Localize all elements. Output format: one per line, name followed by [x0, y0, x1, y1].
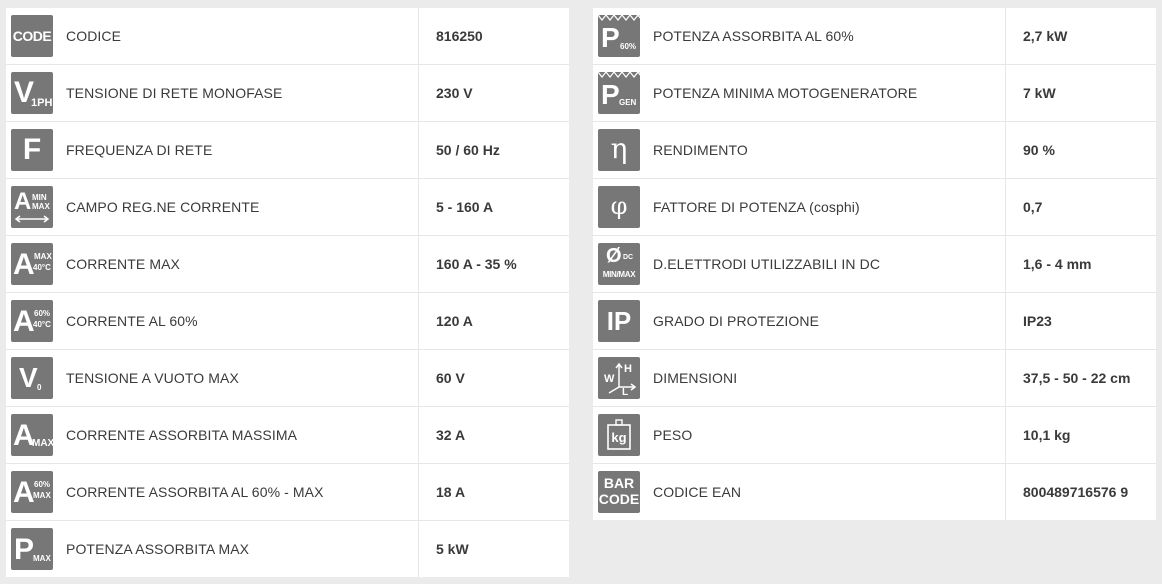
absorbed-current-max-icon: A MAX: [11, 414, 53, 456]
spec-label: CODICE EAN: [645, 464, 1006, 520]
spec-value: 37,5 - 50 - 22 cm: [1023, 370, 1131, 386]
spec-label: DIMENSIONI: [645, 350, 1006, 406]
spec-row: H W L DIMENSIONI 37,5 - 50 - 22 cm: [593, 350, 1156, 407]
spec-value: 120 A: [436, 313, 473, 329]
absorbed-power-60-icon: P 60%: [598, 15, 640, 57]
spec-label: PESO: [645, 407, 1006, 463]
weight-icon: kg: [598, 414, 640, 456]
spec-label: D.ELETTRODI UTILIZZABILI IN DC: [645, 236, 1006, 292]
open-circuit-voltage-icon: V 0: [11, 357, 53, 399]
efficiency-eta-icon: η: [598, 129, 640, 171]
frequency-icon: F: [11, 129, 53, 171]
spec-table-right: P 60% POTENZA ASSORBITA AL 60% 2,7 kW P …: [593, 8, 1156, 520]
spec-label: CORRENTE AL 60%: [58, 293, 419, 349]
spec-label: TENSIONE DI RETE MONOFASE: [58, 65, 419, 121]
spec-label: POTENZA ASSORBITA MAX: [58, 521, 419, 577]
spec-row: P 60% POTENZA ASSORBITA AL 60% 2,7 kW: [593, 8, 1156, 65]
spec-value: 7 kW: [1023, 85, 1056, 101]
spec-label: CAMPO REG.NE CORRENTE: [58, 179, 419, 235]
voltage-single-phase-icon: V 1PH: [11, 72, 53, 114]
spec-value: 230 V: [436, 85, 473, 101]
absorbed-current-60-max-icon: A 60% MAX: [11, 471, 53, 513]
spec-label: CODICE: [58, 8, 419, 64]
current-60-40c-icon: A 60% 40°C: [11, 300, 53, 342]
spec-row: P GEN POTENZA MINIMA MOTOGENERATORE 7 kW: [593, 65, 1156, 122]
spec-value: 90 %: [1023, 142, 1055, 158]
spec-value: 32 A: [436, 427, 466, 443]
spec-row: IP GRADO DI PROTEZIONE IP23: [593, 293, 1156, 350]
spec-row: φ FATTORE DI POTENZA (cosphi) 0,7: [593, 179, 1156, 236]
spec-row: P MAX POTENZA ASSORBITA MAX 5 kW: [6, 521, 569, 577]
spec-row: V 1PH TENSIONE DI RETE MONOFASE 230 V: [6, 65, 569, 122]
power-factor-phi-icon: φ: [598, 186, 640, 228]
spec-value: 160 A - 35 %: [436, 256, 517, 272]
spec-value: 800489716576 9: [1023, 484, 1129, 500]
spec-label: RENDIMENTO: [645, 122, 1006, 178]
barcode-icon: BAR CODE: [598, 471, 640, 513]
spec-row: kg PESO 10,1 kg: [593, 407, 1156, 464]
generator-power-icon: P GEN: [598, 72, 640, 114]
spec-row: BAR CODE CODICE EAN 800489716576 9: [593, 464, 1156, 520]
spec-value: 50 / 60 Hz: [436, 142, 500, 158]
spec-value: 18 A: [436, 484, 466, 500]
spec-row: V 0 TENSIONE A VUOTO MAX 60 V: [6, 350, 569, 407]
spec-label: FATTORE DI POTENZA (cosphi): [645, 179, 1006, 235]
spec-row: A MAX 40°C CORRENTE MAX 160 A - 35 %: [6, 236, 569, 293]
spec-value: 1,6 - 4 mm: [1023, 256, 1092, 272]
spec-value: 5 - 160 A: [436, 199, 494, 215]
current-range-icon: A MIN MAX: [11, 186, 53, 228]
spec-row: CODE CODICE 816250: [6, 8, 569, 65]
spec-value: 2,7 kW: [1023, 28, 1068, 44]
spec-value: 0,7: [1023, 199, 1043, 215]
dimensions-icon: H W L: [598, 357, 640, 399]
spec-value: IP23: [1023, 313, 1052, 329]
ip-protection-icon: IP: [598, 300, 640, 342]
spec-row: A 60% 40°C CORRENTE AL 60% 120 A: [6, 293, 569, 350]
spec-label: CORRENTE ASSORBITA MASSIMA: [58, 407, 419, 463]
current-max-40c-icon: A MAX 40°C: [11, 243, 53, 285]
spec-row: F FREQUENZA DI RETE 50 / 60 Hz: [6, 122, 569, 179]
spec-table-left: CODE CODICE 816250 V 1PH TENSIONE DI RET…: [6, 8, 569, 577]
electrode-diameter-icon: Ø DC MIN/MAX: [598, 243, 640, 285]
spec-row: Ø DC MIN/MAX D.ELETTRODI UTILIZZABILI IN…: [593, 236, 1156, 293]
spec-label: GRADO DI PROTEZIONE: [645, 293, 1006, 349]
spec-label: TENSIONE A VUOTO MAX: [58, 350, 419, 406]
spec-label: POTENZA ASSORBITA AL 60%: [645, 8, 1006, 64]
spec-row: A MAX CORRENTE ASSORBITA MASSIMA 32 A: [6, 407, 569, 464]
spec-value: 816250: [436, 28, 483, 44]
spec-label: CORRENTE ASSORBITA AL 60% - MAX: [58, 464, 419, 520]
code-icon: CODE: [11, 15, 53, 57]
spec-value: 10,1 kg: [1023, 427, 1071, 443]
spec-row: A 60% MAX CORRENTE ASSORBITA AL 60% - MA…: [6, 464, 569, 521]
spec-label: FREQUENZA DI RETE: [58, 122, 419, 178]
spec-row: η RENDIMENTO 90 %: [593, 122, 1156, 179]
spec-label: CORRENTE MAX: [58, 236, 419, 292]
spec-value: 5 kW: [436, 541, 469, 557]
absorbed-power-max-icon: P MAX: [11, 528, 53, 570]
spec-label: POTENZA MINIMA MOTOGENERATORE: [645, 65, 1006, 121]
spec-row: A MIN MAX CAMPO REG.NE CORRENTE 5 - 160 …: [6, 179, 569, 236]
spec-value: 60 V: [436, 370, 465, 386]
